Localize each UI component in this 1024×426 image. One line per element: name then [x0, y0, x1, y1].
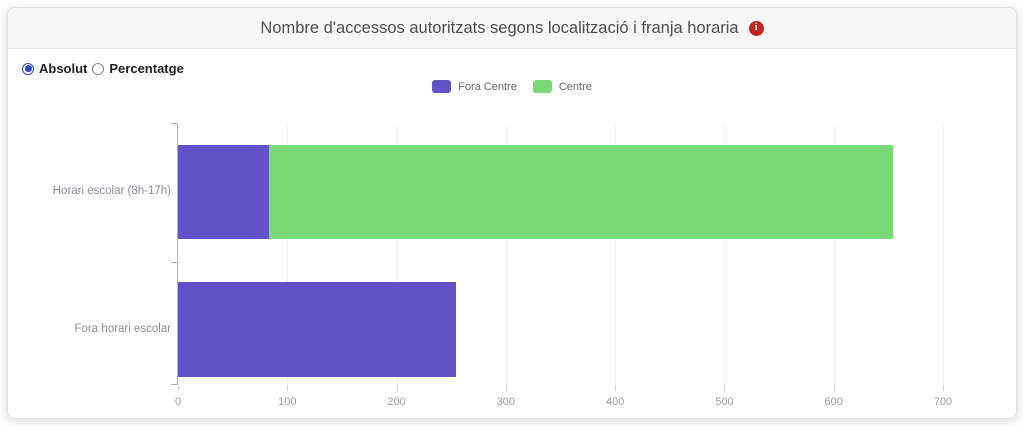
radio-percentatge-label: Percentatge [109, 61, 184, 76]
bar-segment-fora-centre [178, 282, 456, 377]
plot-area: 0 100 200 300 400 500 600 700 [171, 123, 952, 408]
legend-item[interactable]: Centre [532, 80, 592, 93]
chart-body: Absolut Percentatge Fora Centre Centre 0 1… [8, 49, 1016, 418]
y-axis-tick [171, 261, 178, 263]
bar-segment-centre [268, 145, 893, 239]
x-tick-label: 300 [496, 396, 516, 408]
legend-swatch [532, 80, 552, 93]
bar-segment-fora-centre [178, 145, 269, 239]
bar-row [178, 282, 456, 377]
radio-percentatge[interactable]: Percentatge [92, 61, 184, 76]
x-axis-tick [833, 385, 835, 391]
chart-legend: Fora Centre Centre [8, 80, 1016, 93]
gridline [943, 124, 944, 385]
y-category-label: Fora horari escolar [74, 322, 171, 335]
chart-card: Nombre d'accessos autoritzats segons loc… [7, 7, 1017, 419]
legend-swatch [432, 80, 452, 93]
page-title: Nombre d'accessos autoritzats segons loc… [260, 18, 739, 37]
legend-item[interactable]: Fora Centre [432, 80, 517, 93]
y-axis-tick [171, 384, 178, 385]
x-axis-tick [396, 385, 398, 391]
radio-absolut-label: Absolut [39, 61, 88, 76]
radio-absolut[interactable]: Absolut [22, 61, 87, 76]
x-axis-tick [287, 385, 289, 391]
x-tick-label: 200 [387, 396, 406, 408]
x-tick-label: 400 [605, 396, 625, 408]
card-header: Nombre d'accessos autoritzats segons loc… [8, 8, 1016, 49]
y-category-label: Horari escolar (8h-17h) [52, 185, 171, 197]
gridline [615, 124, 617, 385]
x-tick-label: 600 [824, 396, 843, 408]
x-axis-tick [724, 385, 726, 391]
y-axis-tick [171, 123, 178, 124]
bar-row [178, 145, 893, 239]
legend-label: Centre [558, 80, 592, 93]
x-tick-label: 700 [933, 396, 953, 408]
x-tick-label: 500 [715, 396, 734, 408]
gridline [396, 124, 398, 385]
mode-radio-group: Absolut Percentatge [22, 61, 189, 76]
info-icon[interactable]: i [748, 20, 764, 36]
legend-label: Fora Centre [458, 80, 517, 93]
x-axis-tick [505, 385, 507, 391]
x-tick-label: 100 [278, 396, 297, 408]
gridline [287, 124, 289, 385]
radio-absolut-dot[interactable] [22, 62, 34, 75]
x-axis-tick [943, 385, 944, 391]
gridline [833, 124, 835, 385]
gridline [505, 124, 507, 385]
radio-percentatge-dot[interactable] [92, 62, 105, 75]
x-axis-tick [178, 385, 179, 391]
gridline [724, 124, 726, 385]
x-axis-tick [615, 385, 617, 391]
x-tick-label: 0 [174, 396, 182, 408]
